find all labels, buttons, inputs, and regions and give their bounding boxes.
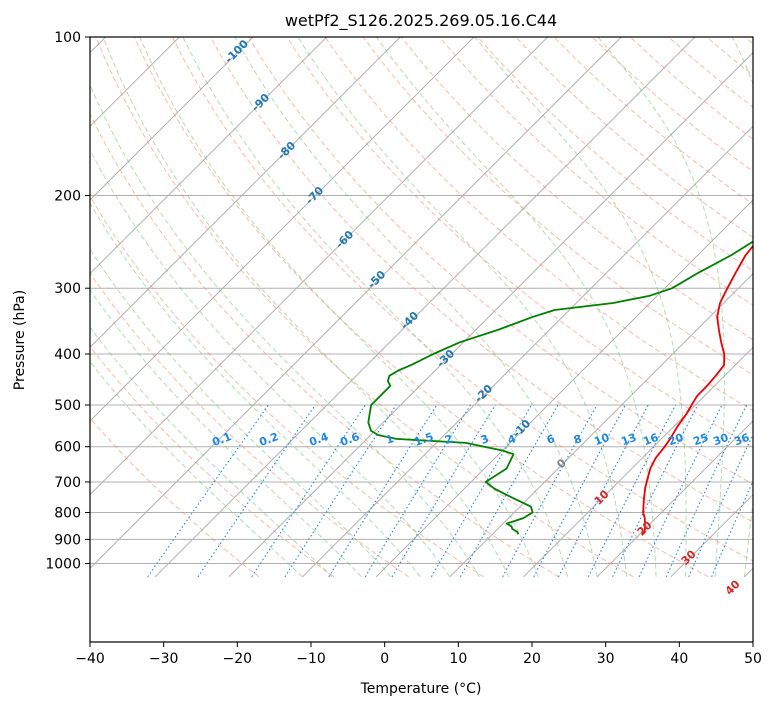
y-tick-label: 600 xyxy=(54,440,81,456)
dry-adiabat-line xyxy=(90,195,484,578)
y-tick-label: 300 xyxy=(54,281,81,297)
mixing-ratio-line xyxy=(459,404,559,578)
mixing-ratio-label: 13 xyxy=(619,431,638,448)
isotherm-line xyxy=(449,272,753,578)
moist-adiabat-line xyxy=(90,326,333,578)
mixing-ratio-line xyxy=(251,404,366,578)
mixing-ratio-line xyxy=(328,404,438,578)
x-tick-label: 0 xyxy=(380,651,389,667)
moist-adiabat-line xyxy=(90,202,421,578)
isotherm-line xyxy=(90,37,181,128)
moist-adiabat-line xyxy=(375,37,657,577)
isotherm-line xyxy=(90,37,475,422)
mixing-ratio-line xyxy=(284,404,397,578)
y-tick-label: 400 xyxy=(54,347,81,363)
mixing-ratio-label: 10 xyxy=(592,431,611,449)
mixing-ratio-line xyxy=(197,404,316,578)
x-tick-label: 20 xyxy=(523,651,541,667)
mixing-ratio-line xyxy=(430,404,532,578)
mixing-ratio-line xyxy=(364,404,471,578)
mixing-ratio-label: 16 xyxy=(641,431,660,449)
dry-adiabat-line xyxy=(324,37,753,412)
isotherm-line xyxy=(90,37,549,496)
y-tick-label: 100 xyxy=(54,30,81,46)
x-tick-label: −40 xyxy=(75,651,105,667)
mixing-ratio-label: 0.4 xyxy=(307,430,330,449)
isotherm-line xyxy=(375,199,753,578)
y-tick-label: 900 xyxy=(54,532,81,548)
dewpoint-profile-line xyxy=(367,240,753,535)
isotherm-line xyxy=(154,37,696,578)
mixing-ratio-line xyxy=(587,404,677,578)
chart-title: wetPf2_S126.2025.269.05.16.C44 xyxy=(285,11,557,31)
y-tick-label: 200 xyxy=(54,188,81,204)
moist-adiabat-line xyxy=(182,37,569,577)
moist-adiabat-line xyxy=(90,289,362,578)
moist-adiabat-line xyxy=(90,248,392,578)
dry-adiabat-line xyxy=(133,37,709,578)
isotherm-line xyxy=(90,37,254,201)
background-lines xyxy=(90,37,753,578)
x-axis-label: Temperature (°C) xyxy=(360,681,482,697)
plot-frame xyxy=(89,36,754,643)
dry-adiabat-line xyxy=(210,37,753,523)
x-tick-label: 30 xyxy=(597,651,615,667)
mixing-ratio-label: 1 xyxy=(384,432,396,447)
isotherm-line xyxy=(90,37,623,570)
mixing-ratio-line xyxy=(665,404,748,578)
mixing-ratio-label: 6 xyxy=(545,432,557,447)
profile-lines xyxy=(367,240,753,535)
isotherm-line xyxy=(90,37,402,349)
x-tick-label: 40 xyxy=(670,651,688,667)
isotherm-line xyxy=(228,51,753,578)
y-axis-label: Pressure (hPa) xyxy=(12,290,28,390)
isotherm-line xyxy=(302,125,753,578)
moist-adiabat-line xyxy=(90,148,451,578)
mixing-ratio-label: 25 xyxy=(691,431,710,448)
x-tick-label: 10 xyxy=(449,651,467,667)
mixing-ratio-label: 0.6 xyxy=(338,430,361,449)
mixing-ratio-line xyxy=(558,404,649,578)
mixing-ratio-label: 2 xyxy=(443,432,455,447)
moist-adiabat-line xyxy=(597,37,725,577)
isotherm-line xyxy=(523,346,753,578)
dry-adiabat-line xyxy=(439,37,753,306)
dry-adiabat-line xyxy=(90,112,559,578)
moist-adiabat-line xyxy=(474,37,687,577)
dry-adiabat-line xyxy=(248,37,753,485)
mixing-ratio-label: 20 xyxy=(666,431,685,449)
y-tick-label: 800 xyxy=(54,505,81,521)
mixing-ratio-label: 8 xyxy=(572,432,584,447)
mixing-ratio-label: 0.1 xyxy=(210,430,233,449)
y-tick-label: 700 xyxy=(54,475,81,491)
moist-adiabat-line xyxy=(90,83,480,578)
y-tick-label: 1000 xyxy=(45,557,81,573)
moist-adiabat-line xyxy=(139,37,539,577)
mixing-ratio-line xyxy=(391,404,496,578)
x-tick-label: 50 xyxy=(744,651,762,667)
x-tick-label: −30 xyxy=(149,651,179,667)
moist-adiabat-line xyxy=(90,360,303,578)
y-tick-label: 500 xyxy=(54,398,81,414)
mixing-ratio-label: 36 xyxy=(732,431,751,449)
dry-adiabat-line xyxy=(90,417,260,578)
axis-ticks: −40 −30 −20 −10 0 10 20 30 40 5010020030040050060… xyxy=(45,30,762,667)
isotherm-line xyxy=(596,420,753,578)
mixing-ratio-label: 3 xyxy=(479,432,491,447)
moist-adiabat-line xyxy=(102,37,510,578)
x-tick-label: −20 xyxy=(223,651,253,667)
mixing-ratio-line xyxy=(711,479,753,578)
isotherm-line xyxy=(90,37,328,275)
mixing-ratio-line xyxy=(638,404,723,578)
moist-adiabat-line xyxy=(234,37,598,577)
mixing-ratio-line xyxy=(688,433,753,578)
temperature-profile-line xyxy=(642,244,753,535)
mixing-ratio-label: 1.5 xyxy=(412,430,435,449)
mixing-ratio-label: 4 xyxy=(506,432,518,447)
mixing-ratio-label: 0.2 xyxy=(257,430,280,449)
x-tick-label: −10 xyxy=(296,651,326,667)
mixing-ratio-label: 30 xyxy=(711,431,730,449)
dry-adiabat-line xyxy=(95,37,634,578)
